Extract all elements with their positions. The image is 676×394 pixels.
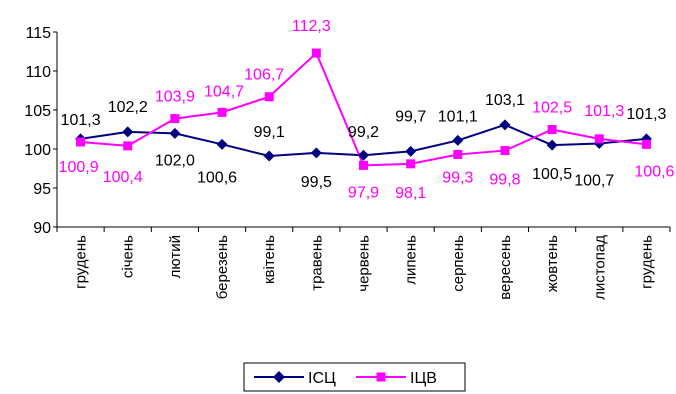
x-tick-label: квітень [261,235,278,284]
data-label: 103,9 [155,89,195,106]
data-label: 100,6 [634,163,674,180]
series-markers [75,48,652,170]
data-point [170,114,180,124]
legend-marker [376,372,386,382]
data-label: 98,1 [395,185,426,202]
legend: ІСЦ ІЦВ [243,362,466,392]
data-point [547,125,557,134]
data-label: 106,7 [244,67,284,84]
data-label: 100,9 [59,159,99,176]
data-point [359,160,368,170]
data-label: 99,8 [489,172,520,189]
data-label: 99,5 [301,174,332,191]
x-tick-label: березень [214,235,231,299]
data-point [217,107,227,117]
x-tick-label: грудень [73,235,90,289]
y-tick-label: 90 [33,220,51,237]
data-point [500,146,510,156]
data-point [405,145,417,157]
data-point [263,150,275,162]
data-label: 100,6 [197,169,237,186]
data-label: 102,5 [532,100,572,117]
legend-label: ІЦВ [410,370,437,387]
legend-marker [273,371,285,383]
x-tick-label: листопад [591,235,608,300]
data-label: 99,7 [395,108,426,125]
data-label: 101,3 [626,106,666,123]
data-point [499,119,511,131]
legend-label: ІСЦ [308,370,336,387]
data-point [546,139,558,151]
axes: 90 95 100 105 110 115 грудень січень лютий березе… [24,25,671,300]
data-label: 102,2 [108,99,148,116]
x-tick-label: липень [403,235,420,285]
data-point [452,134,464,146]
data-label: 99,3 [442,169,473,186]
data-label: 100,5 [532,166,572,183]
y-tick-label: 100 [24,142,51,159]
y-tick-label: 95 [33,181,51,198]
x-tick-label: травень [308,235,325,291]
x-tick-label: серпень [450,235,467,292]
x-tick-label: грудень [638,235,655,289]
data-label: 101,3 [61,112,101,129]
data-label: 100,4 [103,169,143,186]
data-point [406,159,416,169]
data-label: 97,9 [348,184,379,201]
data-point [216,138,228,150]
data-point [264,92,274,102]
y-tick-label: 110 [25,64,51,81]
data-label: 100,7 [574,173,614,190]
data-point [76,137,86,147]
x-tick-label: жовтень [544,235,561,292]
y-tick-label: 115 [25,25,51,42]
data-label: 99,1 [254,124,285,141]
data-point [358,149,369,161]
data-label: 99,2 [348,124,379,141]
x-tick-label: вересень [497,235,514,300]
data-point [641,139,651,149]
data-point [453,149,463,159]
data-point [310,147,322,159]
data-label: 101,1 [438,108,478,125]
data-label: 101,3 [584,103,624,120]
y-tick-label: 105 [24,103,51,120]
x-tick-label: січень [120,235,137,278]
data-label: 103,1 [485,92,525,109]
data-label: 112,3 [292,18,331,35]
data-point [169,127,181,139]
data-point [122,126,134,138]
data-point [311,48,321,58]
x-tick-label: лютий [167,235,184,278]
data-point [123,141,133,151]
data-label: 104,7 [204,83,244,100]
data-point [594,134,604,144]
x-tick-label: червень [356,235,373,292]
data-label: 102,0 [155,152,195,169]
